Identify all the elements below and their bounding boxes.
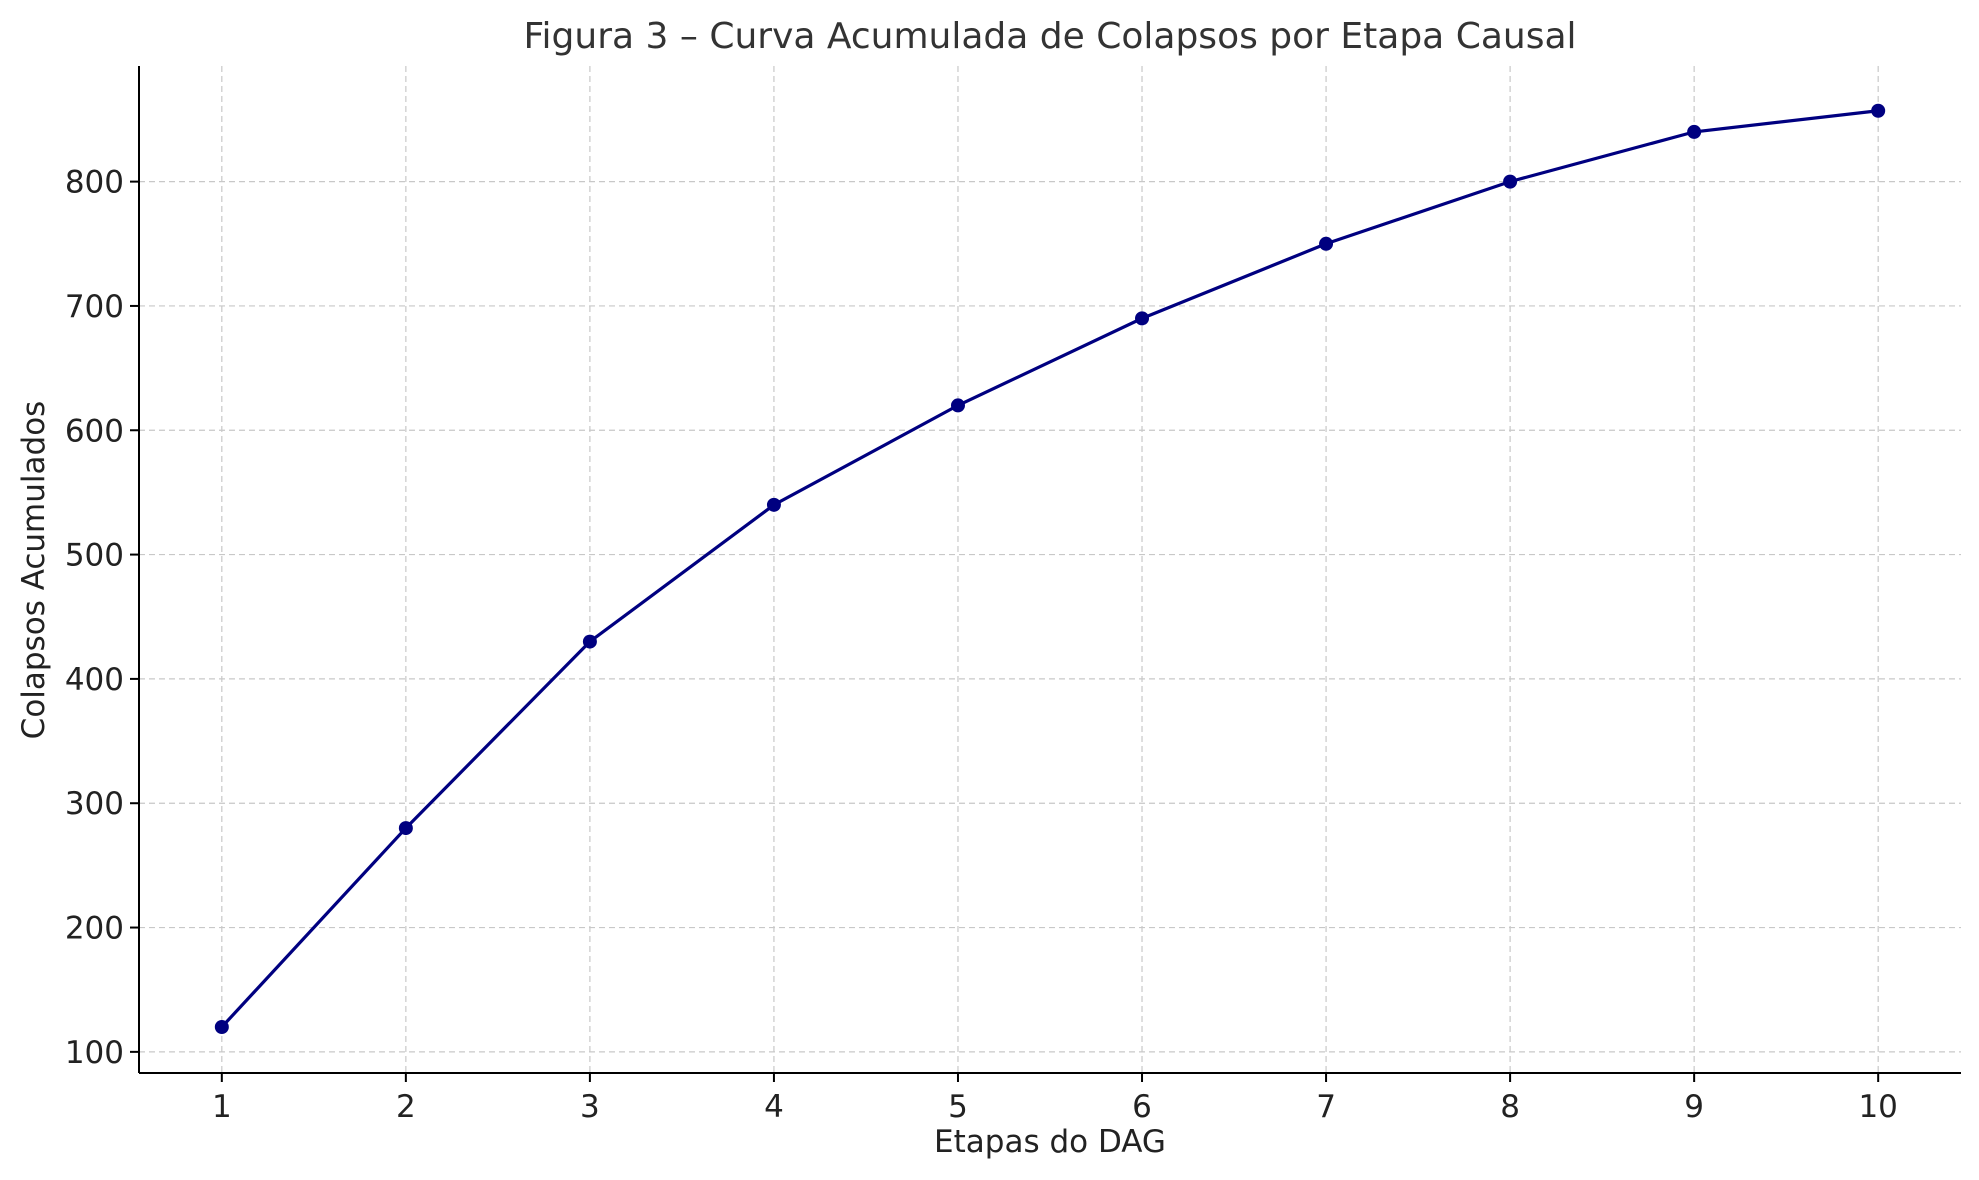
data-point <box>214 1020 229 1035</box>
data-point <box>766 497 781 512</box>
x-tick-label: 5 <box>948 1089 968 1125</box>
series-group <box>214 103 1886 1035</box>
y-axis-label: Colapsos Acumulados <box>16 401 52 740</box>
series-line <box>220 109 1879 1029</box>
axes-spines <box>138 66 1961 1074</box>
x-tick-label: 2 <box>396 1089 416 1125</box>
y-tick-label: 600 <box>65 413 124 449</box>
y-tick-label: 700 <box>65 289 124 325</box>
data-point <box>1135 311 1150 326</box>
y-tick-label: 300 <box>65 786 124 822</box>
x-tick-label: 9 <box>1684 1089 1704 1125</box>
y-axis-ticks: 100 200 300 400 500 600 700 800 <box>65 165 139 1071</box>
data-point <box>1687 124 1702 139</box>
data-point <box>1871 103 1886 118</box>
y-tick-label: 800 <box>65 165 124 201</box>
x-tick-label: 1 <box>212 1089 232 1125</box>
y-tick-label: 500 <box>65 538 124 574</box>
x-tick-label: 7 <box>1316 1089 1336 1125</box>
y-tick-label: 400 <box>65 662 124 698</box>
data-point <box>398 821 413 836</box>
data-point <box>582 634 597 649</box>
x-tick-label: 8 <box>1500 1089 1520 1125</box>
data-point <box>1319 236 1334 251</box>
data-point <box>950 398 965 413</box>
x-tick-label: 4 <box>764 1089 784 1125</box>
x-axis-ticks: 1 2 3 4 5 6 7 8 9 10 <box>212 1073 1898 1125</box>
y-tick-label: 100 <box>65 1035 124 1071</box>
chart-title: Figura 3 – Curva Acumulada de Colapsos p… <box>523 16 1576 57</box>
x-axis-label: Etapas do DAG <box>934 1124 1166 1160</box>
x-tick-label: 10 <box>1858 1089 1897 1125</box>
x-tick-label: 6 <box>1132 1089 1152 1125</box>
data-point <box>1503 174 1518 189</box>
grid-lines <box>139 66 1961 1073</box>
x-tick-label: 3 <box>580 1089 600 1125</box>
y-tick-label: 200 <box>65 911 124 947</box>
